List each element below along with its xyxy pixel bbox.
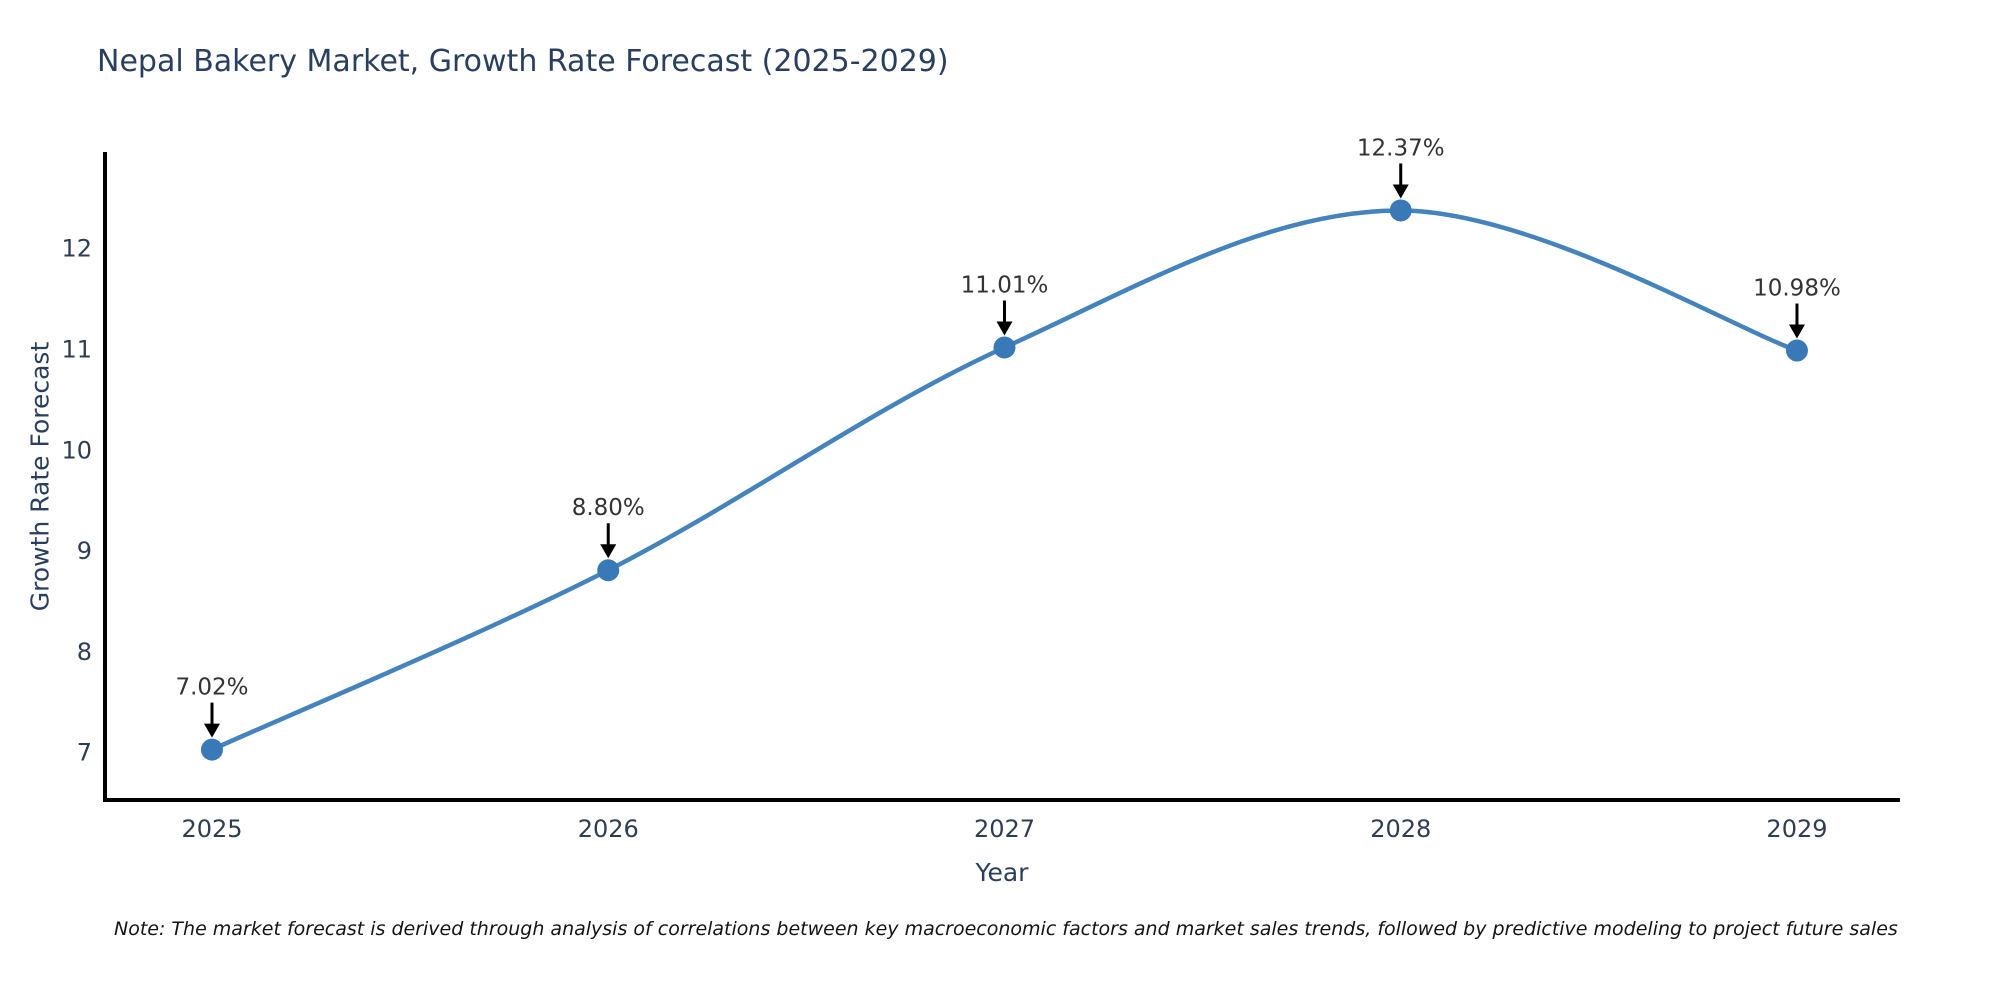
y-tick-label: 9 [77, 537, 92, 565]
point-value-label: 10.98% [1753, 276, 1841, 302]
annotation-arrowhead [203, 723, 220, 738]
y-tick-label: 10 [61, 436, 92, 464]
chart-title: Nepal Bakery Market, Growth Rate Forecas… [97, 44, 949, 79]
x-tick-label: 2026 [578, 815, 639, 843]
annotation-arrowhead [996, 321, 1013, 336]
data-point-marker [993, 336, 1016, 359]
annotation-arrowhead [1392, 184, 1409, 199]
data-point-marker [1785, 339, 1808, 362]
point-value-label: 8.80% [572, 495, 645, 521]
y-tick-label: 11 [61, 336, 92, 364]
x-tick-label: 2027 [974, 815, 1035, 843]
annotation-arrowhead [600, 544, 617, 559]
y-tick-label: 12 [61, 235, 92, 263]
data-point-marker [200, 738, 223, 761]
y-tick-label: 8 [77, 638, 92, 666]
point-value-label: 12.37% [1357, 135, 1445, 161]
x-tick-label: 2029 [1766, 815, 1827, 843]
x-axis-title: Year [975, 858, 1029, 887]
x-tick-label: 2025 [181, 815, 242, 843]
point-value-label: 11.01% [961, 273, 1049, 299]
data-point-marker [597, 559, 620, 582]
point-value-label: 7.02% [175, 675, 248, 701]
annotation-arrowhead [1788, 324, 1805, 339]
y-tick-label: 7 [77, 739, 92, 767]
data-point-marker [1389, 199, 1412, 222]
x-tick-label: 2028 [1370, 815, 1431, 843]
footnote-text: Note: The market forecast is derived thr… [114, 918, 1898, 940]
